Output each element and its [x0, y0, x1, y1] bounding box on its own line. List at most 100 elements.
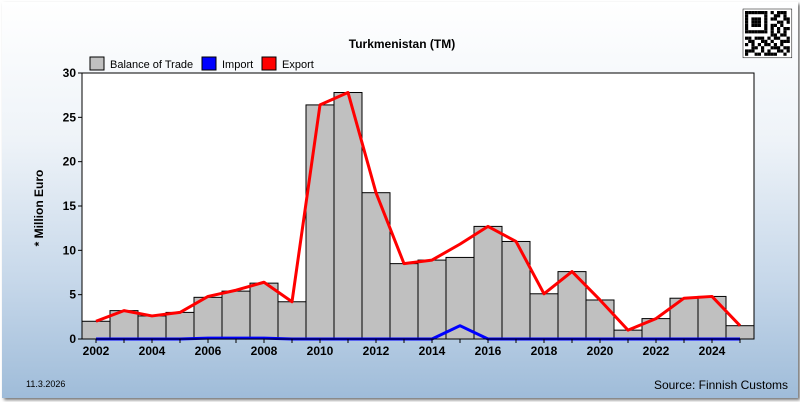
qr-cell: [780, 43, 784, 47]
qr-cell: [767, 43, 771, 47]
qr-cell: [777, 20, 781, 24]
qr-cell: [777, 11, 781, 15]
qr-cell: [745, 43, 749, 47]
qr-cell: [780, 11, 784, 15]
legend-swatch: [89, 56, 105, 71]
qr-cell: [783, 30, 787, 34]
bar-2025: [725, 325, 755, 340]
qr-cell: [757, 23, 761, 27]
qr-cell: [777, 27, 781, 31]
qr-cell: [773, 52, 777, 56]
qr-cell: [764, 43, 768, 47]
qr-cell: [757, 30, 761, 34]
qr-cell: [770, 27, 774, 31]
legend-swatch: [261, 56, 277, 71]
qr-cell: [757, 17, 761, 21]
qr-cell: [786, 39, 790, 43]
bar-2006: [193, 296, 223, 340]
qr-cell: [780, 33, 784, 37]
x-tick-label: 2004: [139, 344, 166, 358]
qr-cell: [764, 30, 768, 34]
qr-cell: [761, 49, 765, 53]
legend-label: Export: [282, 59, 314, 71]
qr-cell: [764, 39, 768, 43]
qr-cell: [783, 27, 787, 31]
qr-cell: [783, 33, 787, 37]
bar-2009: [277, 301, 307, 340]
qr-cell: [767, 52, 771, 56]
qr-cell: [748, 36, 752, 40]
qr-cell: [754, 52, 758, 56]
qr-cell: [783, 11, 787, 15]
qr-cell: [761, 11, 765, 15]
qr-cell: [757, 43, 761, 47]
qr-cell: [780, 39, 784, 43]
qr-cell: [780, 20, 784, 24]
y-tick-label: 5: [69, 288, 76, 302]
qr-cell: [751, 49, 755, 53]
qr-cell: [773, 33, 777, 37]
qr-cell: [761, 46, 765, 50]
qr-cell: [777, 36, 781, 40]
qr-cell: [780, 23, 784, 27]
qr-cell: [757, 36, 761, 40]
y-tick-label: 10: [63, 243, 77, 257]
qr-cell: [745, 30, 749, 34]
series-line-export: [95, 91, 742, 332]
qr-cell: [751, 46, 755, 50]
bar-2005: [165, 311, 195, 340]
qr-cell: [757, 20, 761, 24]
qr-cell: [770, 46, 774, 50]
qr-cell: [770, 33, 774, 37]
y-axis-label: * Million Euro: [32, 170, 46, 247]
qr-cell: [748, 49, 752, 53]
qr-cell: [754, 46, 758, 50]
qr-cell: [748, 30, 752, 34]
qr-cell: [786, 46, 790, 50]
bar-2024: [697, 295, 727, 340]
qr-cell: [757, 11, 761, 15]
qr-cell: [773, 14, 777, 18]
bar-2016: [473, 225, 503, 340]
qr-cell: [748, 11, 752, 15]
qr-cell: [745, 52, 749, 56]
qr-cell: [754, 11, 758, 15]
x-tick-label: 2014: [419, 344, 446, 358]
qr-cell: [751, 20, 755, 24]
qr-cell: [757, 52, 761, 56]
bar-2004: [137, 315, 167, 340]
qr-cell: [777, 14, 781, 18]
x-tick-label: 2012: [363, 344, 390, 358]
qr-cell: [764, 27, 768, 31]
plot-area: 0 5 10 15 20 25 30 2002 2004 2006 2008 2010 2012 2014…: [63, 66, 755, 358]
bar-2017: [501, 240, 531, 340]
date-stamp: 11.3.2026: [26, 379, 65, 389]
qr-cell: [745, 17, 749, 21]
qr-cell: [786, 49, 790, 53]
y-tick-label: 20: [63, 155, 77, 169]
qr-cell: [777, 46, 781, 50]
qr-cell: [751, 43, 755, 47]
legend: Balance of Trade Import Export: [89, 56, 314, 71]
qr-cell: [745, 14, 749, 18]
qr-cell: [745, 49, 749, 53]
qr-cell: [770, 52, 774, 56]
qr-cell: [777, 49, 781, 53]
qr-cell: [786, 27, 790, 31]
bar-2010: [305, 104, 335, 340]
qr-cell: [783, 14, 787, 18]
x-tick-label: 2008: [251, 344, 278, 358]
qr-cell: [773, 17, 777, 21]
legend-swatch: [201, 56, 217, 71]
qr-cell: [748, 39, 752, 43]
qr-cell: [773, 23, 777, 27]
bar-2020: [585, 299, 615, 340]
qr-cell: [773, 43, 777, 47]
qr-cell: [764, 17, 768, 21]
bar-2007: [221, 290, 251, 340]
qr-cell: [761, 30, 765, 34]
bar-2014: [417, 259, 447, 340]
y-tick-label: 30: [63, 66, 77, 80]
x-tick-label: 2010: [307, 344, 334, 358]
